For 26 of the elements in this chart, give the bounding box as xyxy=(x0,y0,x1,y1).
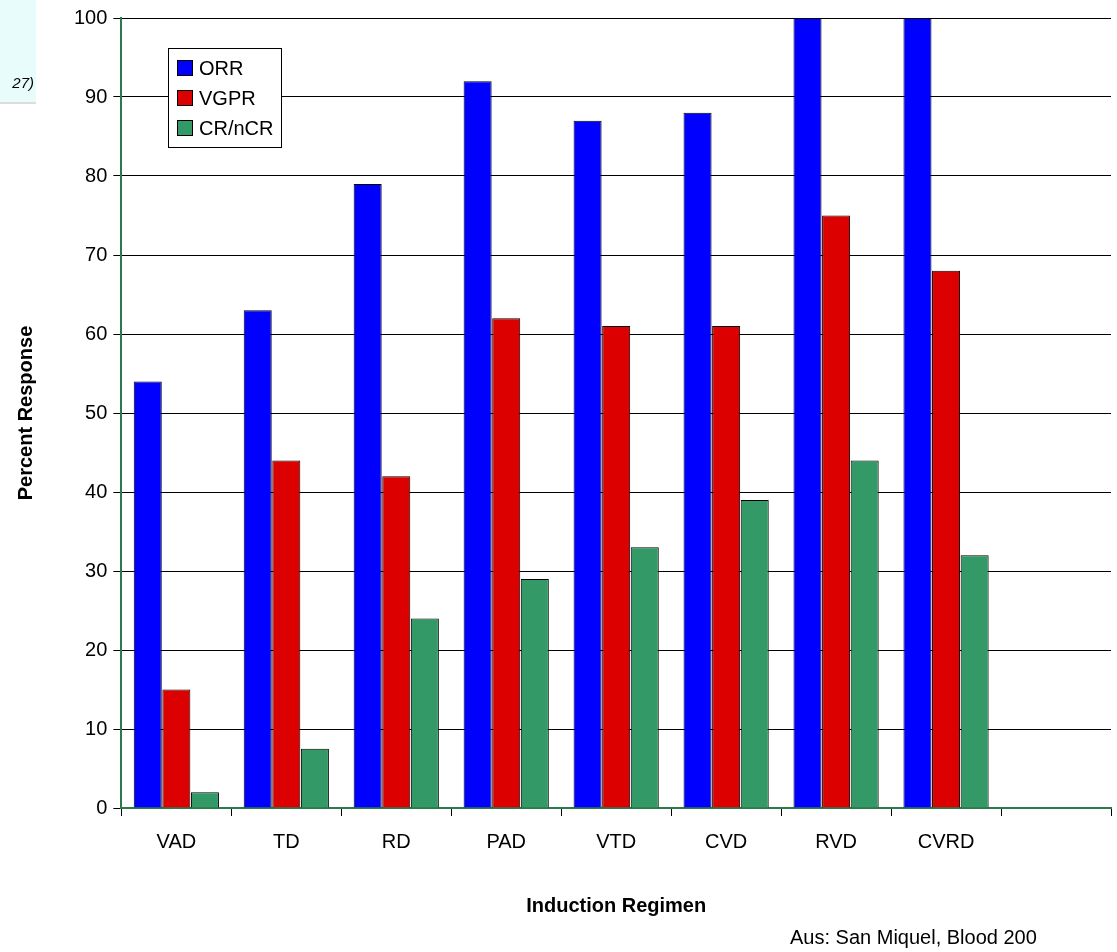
x-tick-label: RD xyxy=(381,829,411,852)
x-tick-label: PAD xyxy=(486,829,527,852)
y-tick-label: 70 xyxy=(85,242,108,265)
legend-label: CR/nCR xyxy=(199,116,274,140)
x-tick-label: VTD xyxy=(596,829,637,852)
x-tick-label: RVD xyxy=(815,829,858,852)
y-tick-label: 90 xyxy=(85,84,108,107)
y-tick-label: 50 xyxy=(85,400,108,423)
y-tick-label: 60 xyxy=(85,321,108,344)
x-tick-label: CVRD xyxy=(917,829,975,852)
x-tick-label: TD xyxy=(272,829,300,852)
x-tick-label: CVD xyxy=(705,829,748,852)
y-tick-label: 10 xyxy=(85,716,108,739)
x-axis-title: Induction Regimen xyxy=(526,893,707,916)
x-tick-label: VAD xyxy=(156,829,197,852)
text: 27) xyxy=(12,74,34,91)
y-tick-label: 40 xyxy=(85,479,108,502)
legend-label: ORR xyxy=(199,56,244,80)
y-tick-label: 30 xyxy=(85,558,108,581)
y-tick-label: 0 xyxy=(96,795,108,818)
y-tick-label: 100 xyxy=(73,5,108,28)
y-tick-label: 80 xyxy=(85,163,108,186)
y-tick-label: 20 xyxy=(85,637,108,660)
legend-label: VGPR xyxy=(199,86,256,110)
text: Aus: San Miquel, Blood 200 xyxy=(790,926,1037,949)
y-axis-title: Percent Response xyxy=(13,325,36,501)
